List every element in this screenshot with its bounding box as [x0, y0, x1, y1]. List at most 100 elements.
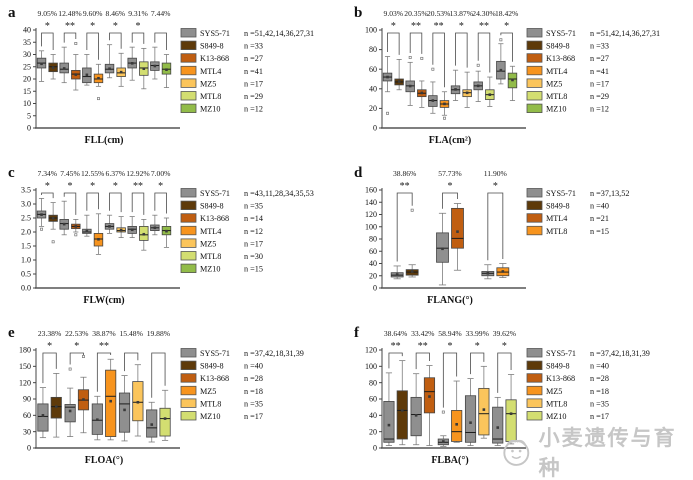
box-plot-ref-K13-868 — [405, 55, 415, 106]
y-axis-tick-label: 10 — [23, 99, 31, 108]
difference-percent-label: 9.31% — [128, 9, 148, 18]
panel-d: d 0 20 40 60 80 100 120 140 160 FLANG(°) 38.86% ** 57… — [346, 160, 693, 320]
legend-entry-MTL8: MTL8 n =30 — [180, 251, 263, 261]
difference-percent-label: 38.86% — [393, 169, 417, 178]
significance-bracket — [470, 352, 485, 375]
x-axis-title: FLANG(°) — [427, 295, 473, 306]
legend-label: S849-8 — [200, 362, 224, 371]
mean-marker — [51, 66, 55, 70]
difference-percent-label: 57.73% — [438, 169, 462, 178]
box-plot-cmp-K13-868 — [77, 355, 90, 434]
legend-count: n =35 — [590, 399, 609, 408]
difference-percent-label: 24.30% — [472, 9, 496, 18]
panel-c-chart: c 0.0 0.5 1.0 1.5 2.0 2.5 3.0 3.5 FLW(cm) 7.34% * 7.… — [8, 165, 314, 306]
difference-percent-label: 23.38% — [38, 329, 62, 338]
outlier-marker — [51, 240, 55, 244]
difference-percent-label: 9.03% — [384, 9, 404, 18]
y-axis-tick-label: 15 — [23, 87, 31, 96]
x-axis-title: FLL(cm) — [85, 135, 124, 146]
significance-asterisk: * — [459, 21, 464, 32]
y-axis-tick-label: 120 — [365, 346, 377, 355]
legend-count: n =18 — [244, 387, 263, 396]
box-plot-cmp-MTL4 — [93, 213, 104, 255]
box-plot-cmp-MZ10 — [159, 389, 171, 441]
box-plot-cmp-S849-8 — [48, 54, 58, 80]
significance-asterisk: * — [90, 181, 95, 192]
legend-entry-MZ10: MZ10 n =12 — [180, 103, 263, 114]
legend-entry-S849-8: S849-8 n =33 — [526, 40, 609, 51]
legend-swatch — [526, 65, 543, 76]
box-plot-cmp-S849-8 — [48, 202, 58, 244]
legend-label: MTL4 — [546, 67, 567, 76]
difference-percent-label: 6.37% — [106, 169, 126, 178]
box-plot-ref-K13-868 — [59, 46, 69, 84]
mean-marker — [165, 68, 168, 71]
significance-bracket — [396, 192, 413, 262]
box-plot-cmp-MZ10 — [507, 65, 518, 101]
mean-marker — [142, 67, 146, 71]
legend-entry-MZ10: MZ10 n =12 — [526, 103, 609, 114]
mean-marker — [443, 102, 446, 106]
significance-asterisk: * — [68, 181, 73, 192]
y-axis-tick-label: 40 — [23, 26, 31, 35]
significance-bracket — [63, 32, 77, 43]
box-plot-ref-S849-8 — [36, 198, 47, 231]
legend-entry-MZ10: MZ10 n =17 — [180, 411, 263, 421]
legend-label: SYS5-71 — [546, 189, 576, 198]
legend-swatch — [526, 385, 543, 396]
legend-count: n =18 — [590, 387, 609, 396]
significance-asterisk: ** — [391, 341, 401, 352]
y-axis-tick-label: 140 — [365, 198, 377, 207]
mean-marker — [62, 222, 66, 226]
difference-percent-label: 33.42% — [411, 329, 435, 338]
legend-entry-MTL8: MTL8 n =15 — [526, 225, 609, 236]
box-plot-cmp-MTL8 — [478, 365, 490, 439]
legend-swatch — [180, 360, 197, 370]
panel-letter: b — [354, 5, 362, 21]
legend-count: n =12 — [244, 105, 263, 114]
y-axis-tick-label: 5 — [27, 111, 31, 120]
mean-marker — [85, 73, 89, 77]
legend-count: n =51,42,14,36,27,31 — [590, 29, 660, 38]
panel-e-chart: e 0 30 60 90 120 150 180 FLOA(°) 23.38% * 22.53% * 38… — [8, 325, 304, 466]
significance-asterisk: * — [448, 181, 453, 192]
y-axis-tick-label: 60 — [369, 247, 377, 256]
legend-count: n =14 — [244, 214, 263, 223]
box-plot-ref-MZ5 — [91, 395, 103, 441]
significance-asterisk: ** — [400, 181, 410, 192]
x-axis-title: FLA(cm²) — [429, 135, 471, 146]
legend-count: n =29 — [244, 92, 263, 101]
legend-count: n =15 — [590, 227, 609, 236]
y-axis-tick-label: 2.5 — [21, 214, 31, 223]
difference-percent-label: 7.34% — [38, 169, 58, 178]
y-axis-tick-label: 100 — [365, 222, 377, 231]
legend-count: n =37,13,52 — [590, 189, 629, 198]
legend-label: MZ5 — [546, 387, 562, 396]
box-plot-ref-K13-868 — [410, 373, 422, 446]
mean-marker — [119, 70, 123, 74]
box — [159, 407, 171, 437]
legend-label: MTL8 — [200, 252, 221, 261]
legend-entry-SYS5-71: SYS5-71 n =43,11,28,34,35,53 — [180, 188, 314, 198]
legend-swatch — [526, 188, 543, 198]
significance-bracket — [487, 192, 504, 261]
difference-percent-label: 7.00% — [151, 169, 171, 178]
legend-label: MZ10 — [200, 412, 220, 421]
significance-bracket — [131, 192, 145, 215]
significance-asterisk: * — [504, 21, 509, 32]
outlier-marker — [82, 355, 85, 358]
outlier-marker — [68, 367, 72, 371]
box-plot-ref-MZ10 — [150, 46, 160, 80]
y-axis-tick-label: 20 — [369, 104, 377, 113]
x-axis-title: FLOA(°) — [85, 455, 123, 466]
mean-marker — [51, 216, 55, 220]
mean-marker — [499, 68, 503, 72]
significance-asterisk: ** — [65, 21, 75, 32]
difference-percent-label: 12.55% — [81, 169, 105, 178]
mean-marker — [469, 421, 472, 424]
box — [396, 390, 408, 440]
outlier-marker — [410, 208, 414, 212]
legend-count: n =43,11,28,34,35,53 — [244, 189, 314, 198]
legend-label: SYS5-71 — [200, 189, 230, 198]
legend-entry-SYS5-71: SYS5-71 n =51,42,14,36,27,31 — [526, 28, 660, 38]
